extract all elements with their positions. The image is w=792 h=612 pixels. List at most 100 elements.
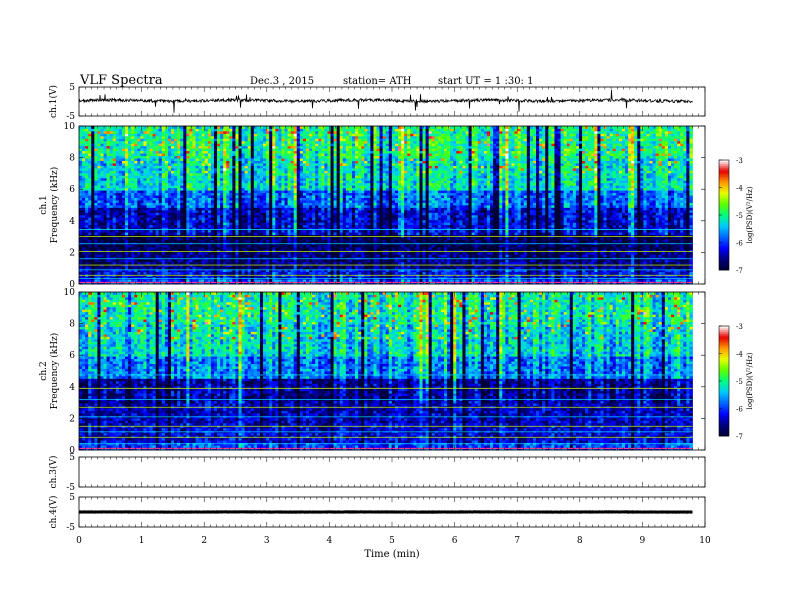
spectrogram-cell <box>121 130 126 134</box>
spectrogram-cell <box>278 187 282 191</box>
spectrogram-cell <box>171 271 175 275</box>
spectrogram-cell <box>207 195 212 198</box>
spectrogram-cell <box>121 128 126 132</box>
spectrogram-cell <box>91 128 95 132</box>
spectrogram-cell <box>213 205 218 208</box>
spectrogram-cell <box>94 227 98 231</box>
spectrogram-cell <box>121 227 126 231</box>
spectrogram-cell <box>137 251 141 255</box>
spectrogram-cell <box>204 246 209 250</box>
spectrogram-cell <box>275 271 279 275</box>
spectrogram-cell <box>241 177 246 181</box>
spectrogram-cell <box>275 234 279 238</box>
spectrogram-cell <box>207 140 212 144</box>
spectrogram-cell <box>97 246 101 250</box>
spectrogram-cell <box>152 232 157 236</box>
spectrogram-cell <box>91 135 95 139</box>
spectrogram-cell <box>158 192 163 196</box>
spectrogram-cell <box>97 212 101 216</box>
spectrogram-cell <box>109 148 114 152</box>
spectrogram-cell <box>263 222 267 226</box>
spectrogram-cell <box>269 229 273 233</box>
spectrogram-cell <box>121 138 126 142</box>
spectrogram-cell <box>131 143 135 147</box>
spectrogram-cell <box>115 229 120 233</box>
spectrogram-cell <box>158 261 163 265</box>
spectrogram-cell <box>195 227 200 231</box>
spectrogram-cell <box>91 167 95 171</box>
spectrogram-cell <box>272 244 276 248</box>
spectrogram-cell <box>217 234 221 238</box>
spectrogram-cell <box>204 143 209 147</box>
spectrogram-cell <box>149 177 154 181</box>
spectrogram-cell <box>109 266 114 270</box>
spectrogram-cell <box>269 153 273 157</box>
spectrogram-cell <box>94 190 98 194</box>
spectrogram-cell <box>164 279 169 282</box>
spectrogram-cell <box>189 172 193 176</box>
spectrogram-cell <box>302 192 307 196</box>
spectrogram-cell <box>217 143 221 147</box>
spectrogram-cell <box>82 155 86 159</box>
spectrogram-cell <box>109 192 114 196</box>
spectrogram-cell <box>244 244 249 248</box>
spectrogram-cell <box>106 165 111 169</box>
spectrogram-cell <box>284 227 288 231</box>
spectrogram-cell <box>223 251 227 255</box>
spectrogram-cell <box>97 214 101 218</box>
spectrogram-cell <box>171 130 175 134</box>
spectrogram-cell <box>253 212 258 216</box>
spectrogram-cell <box>103 145 108 149</box>
spectrogram-cell <box>174 205 178 208</box>
spectrogram-cell <box>244 155 249 159</box>
spectrogram-cell <box>131 200 135 203</box>
spectrogram-cell <box>201 217 206 221</box>
spectrogram-cell <box>91 246 95 250</box>
spectrogram-cell <box>177 145 181 149</box>
spectrogram-cell <box>229 249 233 253</box>
spectrogram-cell <box>88 251 92 255</box>
spectrogram-cell <box>134 155 138 159</box>
spectrogram-cell <box>131 209 135 213</box>
spectrogram-cell <box>125 158 129 161</box>
spectrogram-cell <box>272 249 276 253</box>
spectrogram-cell <box>164 182 169 186</box>
spectrogram-cell <box>241 182 246 186</box>
spectrogram-cell <box>275 180 279 184</box>
spectrogram-cell <box>85 158 89 161</box>
spectrogram-cell <box>167 197 172 201</box>
spectrogram-cell <box>229 264 233 268</box>
spectrogram-cell <box>97 219 101 223</box>
spectrogram-cell <box>226 170 230 174</box>
spectrogram-cell <box>183 227 187 231</box>
spectrogram-cell <box>112 237 117 240</box>
spectrogram-cell <box>235 279 239 282</box>
spectrogram-cell <box>106 234 111 238</box>
spectrogram-cell <box>256 180 261 184</box>
spectrogram-cell <box>118 165 123 169</box>
spectrogram-cell <box>232 212 236 216</box>
spectrogram-cell <box>259 249 264 253</box>
spectrogram-cell <box>103 126 108 129</box>
spectrogram-cell <box>155 224 160 228</box>
spectrogram-cell <box>94 128 98 132</box>
spectrogram-cell <box>85 130 89 134</box>
spectrogram-cell <box>207 160 212 164</box>
spectrogram-cell <box>204 165 209 169</box>
spectrogram-cell <box>161 269 166 273</box>
spectrogram-cell <box>195 261 200 265</box>
spectrogram-cell <box>210 153 215 157</box>
spectrogram-cell <box>210 155 215 159</box>
spectrogram-cell <box>115 185 120 189</box>
spectrogram-cell <box>198 140 203 144</box>
spectrogram-cell <box>91 158 95 161</box>
spectrogram-cell <box>174 271 178 275</box>
spectrogram-cell <box>158 163 163 166</box>
spectrogram-cell <box>272 135 276 139</box>
spectrogram-cell <box>143 249 147 253</box>
spectrogram-cell <box>223 167 227 171</box>
spectrogram-cell <box>85 232 89 236</box>
spectrogram-cell <box>244 249 249 253</box>
spectrogram-cell <box>118 185 123 189</box>
spectrogram-cell <box>269 185 273 189</box>
